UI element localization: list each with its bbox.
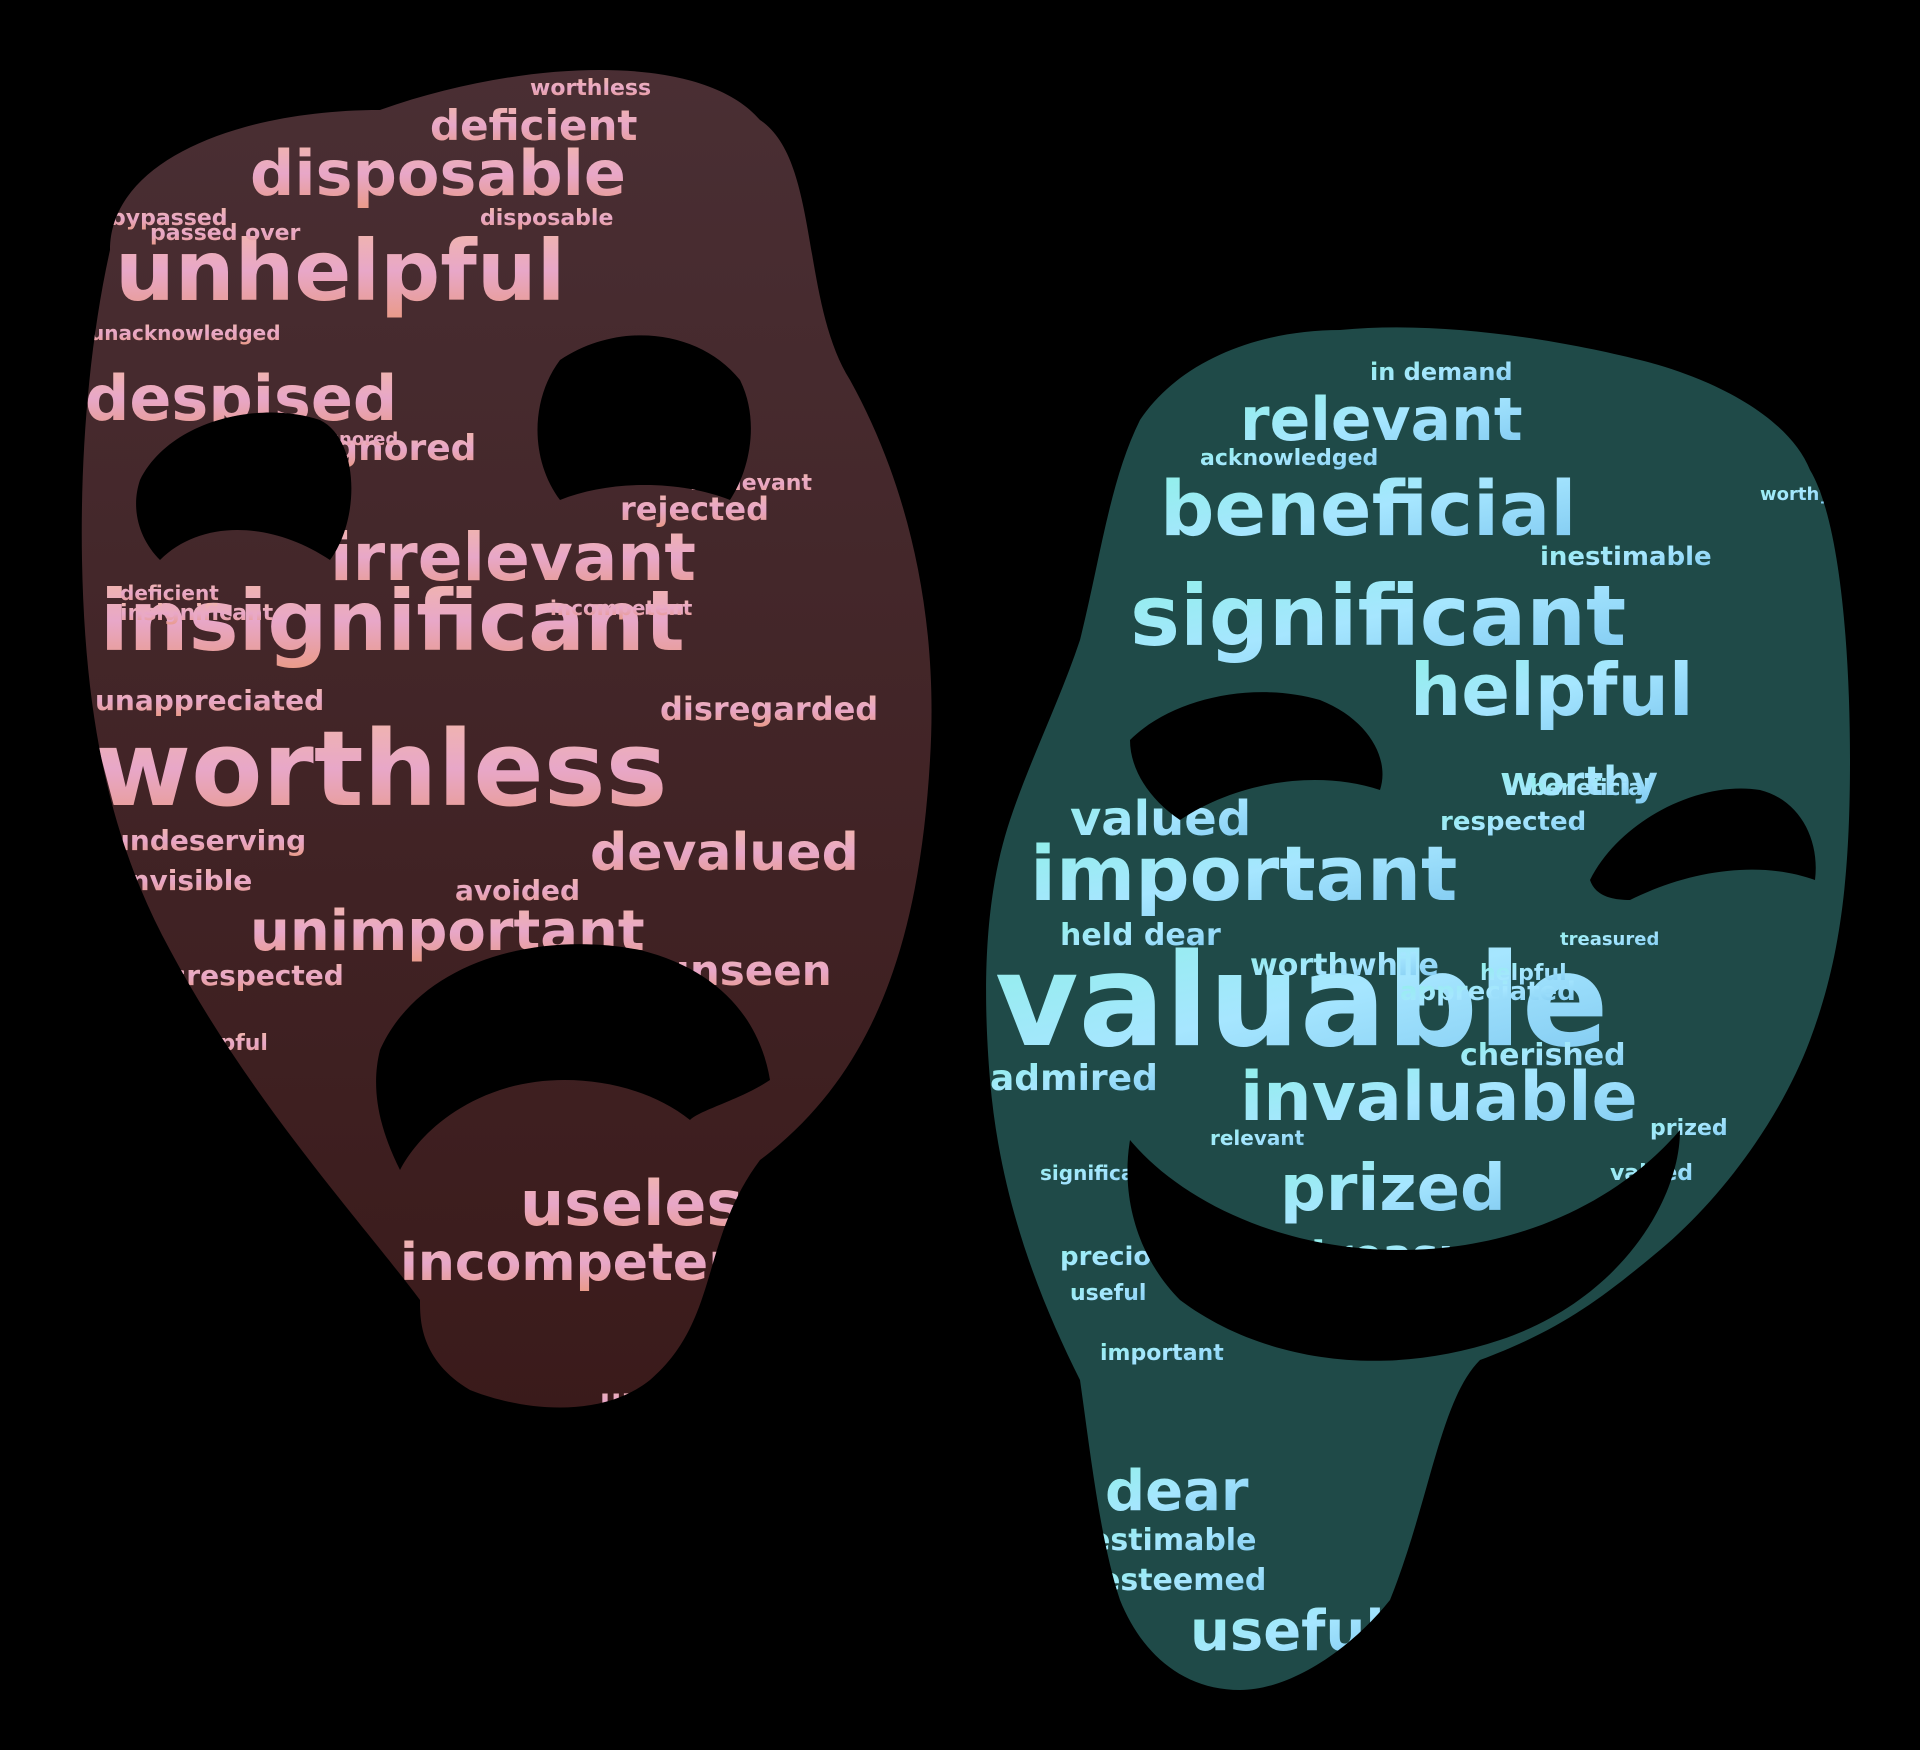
sad-mask-word: useless (520, 1167, 780, 1240)
happy-mask-word: respected (1440, 807, 1586, 837)
sad-mask-word: deficient (120, 581, 219, 605)
sad-mask-word: deficient (430, 101, 637, 150)
sad-mask-word: unimportant (250, 899, 645, 964)
happy-mask-word: prized (1650, 1116, 1728, 1141)
sad-mask-word: disposable (250, 137, 626, 210)
sad-mask-word: passed over (150, 221, 300, 246)
happy-mask-word: valued (1070, 791, 1251, 847)
sad-mask-words: worthlessinsignificantunhelpfuldisposabl… (85, 76, 878, 1418)
sad-mask-word: irrelevant (330, 519, 696, 596)
happy-mask-word: important (1100, 1341, 1224, 1366)
sad-mask-word: insignificant (120, 601, 274, 626)
happy-mask-word: beneficial (1160, 464, 1576, 553)
happy-mask-word: relevant (1240, 385, 1523, 455)
happy-mask-word: valued (1610, 1161, 1693, 1186)
sad-mask-word: incompetent (550, 596, 693, 620)
sad-mask-word: undeserving (110, 824, 306, 857)
happy-mask-word: significant (1130, 567, 1626, 665)
sad-mask-word: devalued (590, 823, 859, 883)
happy-mask-word: significant (1040, 1161, 1159, 1185)
happy-mask-words: valuablesignificantbeneficialimportanthe… (990, 358, 1831, 1664)
sad-mask-word: avoided (455, 874, 580, 907)
sad-mask-word: ignored (320, 429, 398, 450)
sad-mask-word: worthless (530, 76, 651, 101)
happy-mask-word: cherished (1460, 1038, 1626, 1073)
sad-mask-word: disrespected (140, 959, 344, 992)
sad-mask-word: invisible (120, 864, 252, 897)
sad-mask-word: rejected (620, 490, 769, 528)
happy-mask-word: worthwhile (1250, 948, 1439, 983)
happy-mask-word: appreciated (1400, 977, 1576, 1007)
happy-mask-word: important (1030, 829, 1457, 918)
happy-mask-word: in demand (1370, 358, 1513, 386)
happy-mask-word: helpful (1410, 648, 1694, 732)
sad-mask-word: unheard (600, 1383, 741, 1418)
sad-mask-word: unappreciated (95, 684, 324, 717)
happy-mask-word: useful (1070, 1281, 1146, 1306)
happy-mask-word: valuable (995, 927, 1609, 1076)
happy-mask-word: treasured (1560, 929, 1659, 950)
sad-mask-word: disregarded (660, 690, 878, 728)
happy-mask: valuablesignificantbeneficialimportanthe… (986, 327, 1850, 1691)
happy-mask-word: treasured (1310, 1230, 1553, 1281)
sad-mask-word: useless (460, 981, 552, 1006)
sad-mask-word: worthless (95, 708, 668, 830)
sad-mask-word: unseen (660, 946, 832, 995)
happy-mask-word: inestimable (1540, 542, 1712, 572)
sad-mask: worthlessinsignificantunhelpfuldisposabl… (81, 70, 932, 1418)
sad-mask-word: disposable (480, 206, 613, 231)
happy-mask-word: prized (1280, 1152, 1506, 1226)
happy-mask-word: invaluable (1240, 1058, 1638, 1137)
sad-mask-word: bypassed (110, 206, 228, 231)
happy-mask-word: useful (1190, 1599, 1385, 1664)
sad-mask-word: irrelevant (690, 471, 812, 496)
sad-mask-word: insignificant (100, 572, 685, 670)
happy-mask-word: precious (1060, 1242, 1185, 1272)
happy-mask-word: esteemed (1100, 1563, 1266, 1598)
happy-mask-word: estimable (1090, 1523, 1256, 1558)
sad-mask-word: incompetent (400, 1233, 770, 1293)
happy-mask-word: acknowledged (1200, 446, 1378, 471)
happy-mask-word: worthy (1500, 759, 1658, 805)
happy-mask-word: held dear (1060, 918, 1221, 953)
happy-mask-word: worthy (1760, 484, 1831, 505)
sad-mask-word: despised (150, 494, 241, 515)
sad-mask-word: unacknowledged (90, 321, 281, 345)
happy-mask-word: admired (990, 1058, 1158, 1099)
sad-mask-word: despised (85, 362, 397, 435)
happy-mask-word: dear (1105, 1459, 1249, 1524)
sad-mask-word: unhelpful (115, 222, 565, 320)
happy-mask-word: helpful (1480, 961, 1567, 986)
happy-mask-word: relevant (1210, 1126, 1305, 1150)
sad-mask-word: unheard (150, 1104, 235, 1125)
happy-mask-word: beneficial (1530, 776, 1651, 801)
sad-mask-word: unhelpful (150, 1031, 268, 1056)
